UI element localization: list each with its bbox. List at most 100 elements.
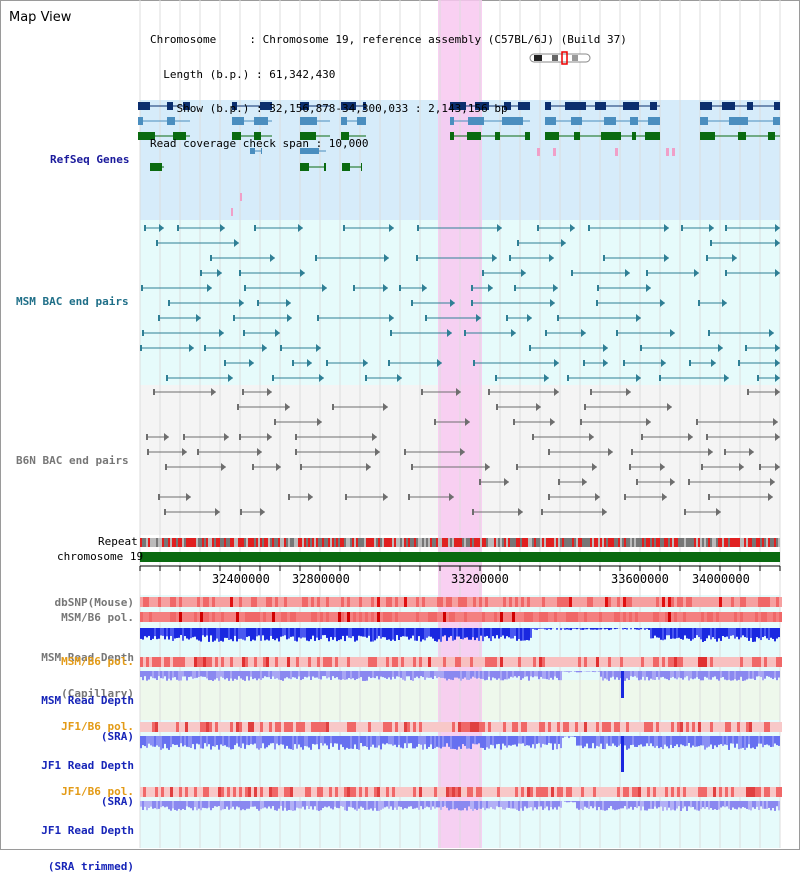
repeat-segment[interactable] <box>698 538 700 547</box>
repeat-segment[interactable] <box>664 538 666 547</box>
heat-cell[interactable] <box>650 612 653 622</box>
repeat-segment[interactable] <box>774 538 776 547</box>
heat-cell[interactable] <box>347 722 350 732</box>
heat-cell[interactable] <box>647 597 650 607</box>
depth-bar[interactable] <box>646 671 648 677</box>
depth-bar[interactable] <box>772 736 774 747</box>
depth-bar[interactable] <box>530 671 532 676</box>
heat-cell[interactable] <box>617 612 620 622</box>
heat-cell[interactable] <box>248 657 251 667</box>
repeat-segment[interactable] <box>744 538 746 547</box>
heat-cell[interactable] <box>245 787 248 797</box>
depth-bar[interactable] <box>320 801 322 810</box>
depth-bar[interactable] <box>606 628 608 629</box>
heat-cell[interactable] <box>278 787 281 797</box>
heat-cell[interactable] <box>272 597 275 607</box>
depth-bar[interactable] <box>192 671 194 679</box>
repeat-segment[interactable] <box>346 538 348 547</box>
heat-cell[interactable] <box>626 612 629 622</box>
heat-cell[interactable] <box>179 787 182 797</box>
heat-cell[interactable] <box>161 657 164 667</box>
heat-cell[interactable] <box>170 787 173 797</box>
depth-bar[interactable] <box>292 801 294 811</box>
heat-cell[interactable] <box>632 657 635 667</box>
depth-bar[interactable] <box>184 801 186 810</box>
depth-bar[interactable] <box>204 671 206 677</box>
depth-bar[interactable] <box>316 671 318 677</box>
heat-cell[interactable] <box>485 657 488 667</box>
heat-cell[interactable] <box>620 722 623 732</box>
depth-bar[interactable] <box>144 628 146 636</box>
heat-cell[interactable] <box>332 657 335 667</box>
depth-bar[interactable] <box>674 801 676 810</box>
repeat-segment[interactable] <box>544 538 546 547</box>
repeat-segment[interactable] <box>728 538 730 547</box>
depth-bar[interactable] <box>500 671 502 680</box>
repeat-segment[interactable] <box>468 538 470 547</box>
heat-cell[interactable] <box>683 597 686 607</box>
heat-cell[interactable] <box>680 722 683 732</box>
heat-cell[interactable] <box>587 597 590 607</box>
depth-bar[interactable] <box>432 628 434 639</box>
depth-bar[interactable] <box>410 628 412 638</box>
heat-cell[interactable] <box>377 722 380 732</box>
depth-bar[interactable] <box>712 801 714 810</box>
repeat-segment[interactable] <box>270 538 272 547</box>
repeat-segment[interactable] <box>460 538 462 547</box>
heat-cell[interactable] <box>353 722 356 732</box>
heat-cell[interactable] <box>188 657 191 667</box>
bac-end-marker[interactable] <box>624 494 626 500</box>
depth-bar[interactable] <box>470 628 472 640</box>
repeat-segment[interactable] <box>476 538 478 547</box>
heat-cell[interactable] <box>473 612 476 622</box>
depth-bar[interactable] <box>390 628 392 641</box>
depth-bar[interactable] <box>654 801 656 807</box>
depth-bar[interactable] <box>768 628 770 640</box>
heat-cell[interactable] <box>338 787 341 797</box>
depth-bar[interactable] <box>254 736 256 744</box>
heat-cell[interactable] <box>449 657 452 667</box>
depth-bar[interactable] <box>542 736 544 744</box>
depth-bar[interactable] <box>612 801 614 809</box>
bac-end-marker[interactable] <box>252 464 254 470</box>
repeat-segment[interactable] <box>466 538 468 547</box>
repeat-segment[interactable] <box>390 538 392 547</box>
heat-cell[interactable] <box>314 612 317 622</box>
gene-exon[interactable] <box>632 132 636 140</box>
depth-bar[interactable] <box>440 671 442 678</box>
depth-bar[interactable] <box>248 628 250 636</box>
heat-cell[interactable] <box>533 597 536 607</box>
heat-cell[interactable] <box>191 597 194 607</box>
depth-bar[interactable] <box>552 801 554 809</box>
depth-bar[interactable] <box>480 736 482 748</box>
heat-cell[interactable] <box>359 612 362 622</box>
depth-bar[interactable] <box>420 736 422 745</box>
depth-bar[interactable] <box>178 801 180 809</box>
heat-cell[interactable] <box>551 612 554 622</box>
depth-bar[interactable] <box>396 671 398 676</box>
depth-bar[interactable] <box>316 628 318 638</box>
heat-cell[interactable] <box>395 657 398 667</box>
depth-bar[interactable] <box>348 801 350 807</box>
repeat-segment[interactable] <box>722 538 724 547</box>
heat-cell[interactable] <box>593 722 596 732</box>
heat-cell[interactable] <box>188 787 191 797</box>
heat-cell[interactable] <box>749 597 752 607</box>
depth-bar[interactable] <box>582 736 584 748</box>
depth-bar[interactable] <box>488 628 490 638</box>
depth-bar[interactable] <box>714 801 716 809</box>
heat-cell[interactable] <box>293 657 296 667</box>
bac-end-marker[interactable] <box>479 479 481 485</box>
depth-bar[interactable] <box>264 628 266 640</box>
heat-cell[interactable] <box>197 657 200 667</box>
depth-bar[interactable] <box>248 671 250 680</box>
depth-bar[interactable] <box>470 801 472 809</box>
depth-bar[interactable] <box>416 801 418 808</box>
depth-bar[interactable] <box>688 628 690 639</box>
heat-cell[interactable] <box>350 612 353 622</box>
heat-cell[interactable] <box>686 597 689 607</box>
heat-cell[interactable] <box>377 597 380 607</box>
heat-cell[interactable] <box>566 612 569 622</box>
repeat-segment[interactable] <box>340 538 342 547</box>
heat-cell[interactable] <box>164 722 167 732</box>
